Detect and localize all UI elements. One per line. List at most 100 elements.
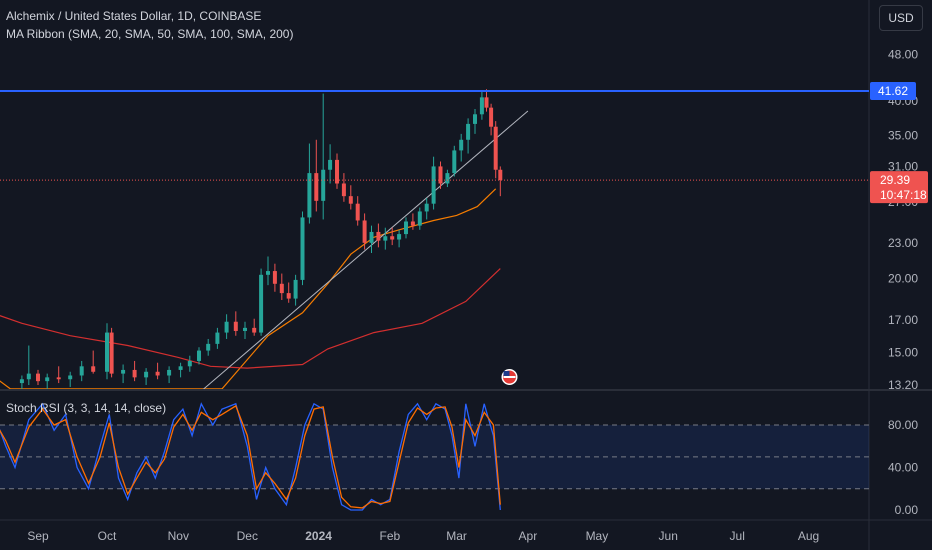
- price-tick-label: 15.00: [888, 345, 918, 359]
- candle-body: [252, 327, 257, 333]
- candle-body: [132, 369, 137, 378]
- candle-body: [272, 271, 277, 284]
- time-tick-label: 2024: [305, 529, 332, 543]
- candle-body: [459, 139, 464, 151]
- candle-body: [489, 107, 494, 127]
- candle-body: [341, 183, 346, 197]
- candle-body: [438, 166, 443, 184]
- candle-body: [105, 332, 109, 372]
- candle-body: [19, 379, 24, 384]
- candle-body: [410, 221, 415, 226]
- candle-body: [293, 279, 298, 299]
- candle-body: [187, 360, 192, 367]
- us-flag-canton: [503, 371, 510, 376]
- price-tick-label: 13.20: [888, 378, 918, 392]
- candle-body: [286, 293, 291, 299]
- candle-body: [121, 369, 126, 374]
- candle-body: [279, 283, 284, 294]
- candle-body: [155, 371, 160, 376]
- ma50-line: [0, 188, 497, 389]
- candle-body: [321, 169, 326, 201]
- time-tick-label: Mar: [446, 529, 467, 543]
- candle-body: [91, 366, 96, 372]
- last-price-tag: [870, 171, 928, 204]
- resistance-price-label: 41.62: [878, 84, 908, 98]
- time-tick-label: Jun: [659, 529, 678, 543]
- ma200-line: [0, 268, 501, 369]
- time-tick-label: Dec: [237, 529, 258, 543]
- candle-body: [362, 220, 367, 243]
- countdown-label: 10:47:18: [880, 188, 927, 202]
- candle-body: [307, 173, 312, 218]
- time-tick-label: Sep: [27, 529, 49, 543]
- candle-body: [452, 150, 457, 174]
- time-tick-label: Oct: [98, 529, 117, 543]
- candle-body: [68, 375, 73, 380]
- candle-body: [493, 126, 498, 170]
- candle-body: [328, 159, 333, 170]
- price-tick-label: 31.00: [888, 159, 918, 173]
- time-tick-label: Jul: [730, 529, 745, 543]
- candle-body: [404, 221, 408, 235]
- candle-body: [479, 97, 484, 115]
- indicator-legend: MA Ribbon (SMA, 20, SMA, 50, SMA, 100, S…: [6, 27, 294, 41]
- rsi-title: Stoch RSI (3, 3, 14, 14, close): [6, 401, 167, 415]
- candle-body: [335, 159, 339, 184]
- stoch-d-line: [0, 404, 501, 509]
- candle-body: [445, 173, 450, 184]
- price-tick-label: 20.00: [888, 272, 918, 286]
- candle-body: [167, 369, 172, 376]
- candle-body: [243, 327, 247, 331]
- candle-body: [215, 332, 220, 344]
- price-tick-label: 48.00: [888, 47, 918, 61]
- candle-body: [473, 114, 477, 124]
- rsi-pane: [0, 402, 501, 511]
- candle-body: [26, 373, 31, 380]
- symbol-title: Alchemix / United States Dollar, 1D, COI…: [6, 9, 262, 23]
- trendline: [202, 110, 529, 389]
- candle-body: [144, 371, 149, 378]
- candle-body: [45, 377, 50, 382]
- stoch-k-line: [0, 402, 501, 511]
- candle-body: [417, 211, 422, 226]
- last-price-label: 29.39: [880, 173, 910, 187]
- candle-body: [498, 169, 503, 181]
- candle-body: [383, 236, 388, 241]
- candle-body: [484, 97, 489, 108]
- candle-body: [431, 166, 436, 204]
- candle-body: [376, 231, 381, 241]
- candle-body: [314, 173, 319, 201]
- candle-body: [424, 203, 429, 212]
- candle-body: [397, 234, 402, 240]
- candle-body: [197, 350, 201, 361]
- candle-body: [266, 271, 270, 275]
- time-tick-label: Nov: [168, 529, 189, 543]
- price-tick-label: 17.00: [888, 313, 918, 327]
- candle-body: [233, 321, 238, 331]
- time-tick-label: Aug: [798, 529, 819, 543]
- candle-body: [224, 321, 229, 333]
- candle-body: [79, 366, 84, 376]
- candle-body: [56, 377, 61, 380]
- currency-button[interactable]: USD: [879, 5, 923, 31]
- candle-body: [390, 236, 395, 240]
- candle-body: [355, 203, 360, 221]
- candle-body: [109, 332, 114, 374]
- rsi-tick-label: 80.00: [888, 418, 918, 432]
- price-tick-label: 35.00: [888, 128, 918, 142]
- candle-body: [369, 231, 374, 243]
- candle-body: [206, 343, 211, 351]
- time-tick-label: May: [586, 529, 609, 543]
- price-pane: [0, 89, 529, 389]
- candle-body: [259, 274, 264, 333]
- candle-body: [300, 217, 305, 280]
- resistance-price-tag: [870, 82, 916, 100]
- candle-body: [348, 196, 353, 204]
- time-tick-label: Apr: [519, 529, 538, 543]
- rsi-tick-label: 40.00: [888, 461, 918, 475]
- price-tick-label: 23.00: [888, 236, 918, 250]
- rsi-tick-label: 0.00: [895, 503, 919, 517]
- candle-body: [466, 123, 471, 140]
- us-flag-stripe: [503, 376, 516, 378]
